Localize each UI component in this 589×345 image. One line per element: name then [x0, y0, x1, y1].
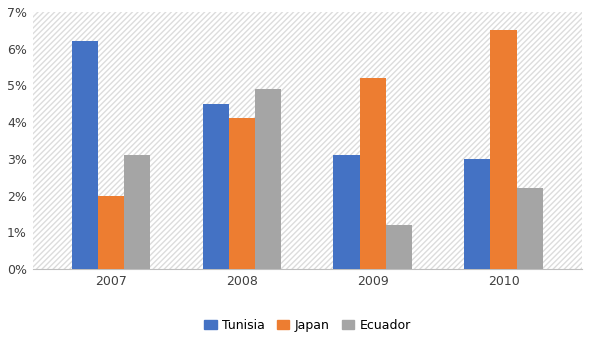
Bar	[360, 78, 386, 269]
Bar	[203, 104, 229, 269]
Legend: Tunisia, Japan, Ecuador: Tunisia, Japan, Ecuador	[199, 314, 415, 337]
Bar	[98, 196, 124, 269]
Bar	[72, 41, 98, 269]
Bar	[464, 159, 491, 269]
Bar	[517, 188, 543, 269]
Bar	[255, 89, 281, 269]
Bar	[491, 30, 517, 269]
Bar	[229, 118, 255, 269]
Bar	[124, 155, 150, 269]
Bar	[229, 118, 255, 269]
Bar	[333, 155, 360, 269]
Bar	[491, 30, 517, 269]
Bar	[98, 196, 124, 269]
Bar	[72, 41, 98, 269]
Bar	[333, 155, 360, 269]
Bar	[386, 225, 412, 269]
Bar	[255, 89, 281, 269]
Bar	[386, 225, 412, 269]
Bar	[203, 104, 229, 269]
Bar	[360, 78, 386, 269]
Bar	[517, 188, 543, 269]
Bar	[464, 159, 491, 269]
Bar	[124, 155, 150, 269]
